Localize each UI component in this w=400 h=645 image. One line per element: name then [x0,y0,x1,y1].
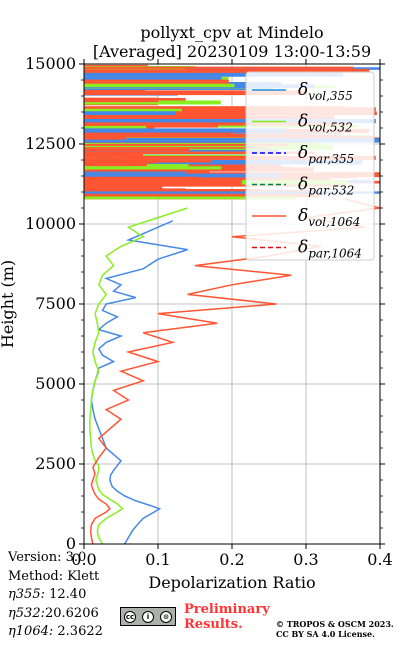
cc-icon: cc [124,610,136,623]
y-tick-label: 0 [66,534,76,553]
y-tick-label: 5000 [35,374,76,393]
x-tick-label: 0.4 [367,550,392,569]
y-tick-label: 7500 [35,294,76,313]
legend-label-0: δvol,355 [298,80,353,103]
y-tick-label: 15000 [25,54,76,73]
chart-title-line1: pollyxt_cpv at Mindelo [140,23,323,42]
preliminary-line1: Preliminary [184,602,270,617]
chart-title-line2: [Averaged] 20230109 13:00-13:59 [93,42,371,61]
eta-532: η532:20.6206 [8,605,103,624]
legend-label-5: δpar,1064 [298,238,362,261]
eta-1064-value: 2.3622 [57,624,103,639]
sa-icon: ⊙ [160,610,172,623]
eta-355-label: η355: [8,587,45,602]
eta-1064: η1064: 2.3622 [8,623,103,642]
series-line-vol_1064 [89,197,380,544]
eta-1064-label: η1064: [8,624,54,639]
legend-label-1: δvol,532 [298,112,353,135]
eta-355: η355: 12.40 [8,586,103,605]
preliminary-notice: Preliminary Results. [184,602,270,632]
legend-label-4: δvol,1064 [298,206,360,229]
eta-532-value: 20.6206 [44,605,99,621]
x-tick-label: 0.2 [219,550,244,569]
y-tick-label: 10000 [25,214,76,233]
copyright-notice: © TROPOS & OSCM 2023. CC BY SA 4.0 Licen… [276,619,394,639]
x-tick-label: 0.1 [145,550,170,569]
copyright-line2: CC BY SA 4.0 License. [276,629,375,639]
x-axis-label: Depolarization Ratio [148,573,315,592]
y-axis-label: Height (m) [0,260,17,348]
y-tick-label: 12500 [25,134,76,153]
retrieval-info: Version: 3.0 Method: Klett η355: 12.40 η… [8,549,103,642]
legend-label-3: δpar,532 [298,175,354,198]
y-tick-label: 2500 [35,454,76,473]
legend-box [245,71,375,261]
x-tick-label: 0.3 [293,550,318,569]
version-text: Version: 3.0 [8,550,87,565]
eta-532-label: η532: [8,605,45,621]
cc-license-badge: cc i ⊙ [120,607,176,626]
plot-area: 0.0 0.1 0.2 0.3 0.4 0 2500 5000 7500 10000 12500 15… [25,54,393,569]
method-text: Method: Klett [8,568,100,584]
copyright-line1: © TROPOS & OSCM 2023. [276,619,394,629]
preliminary-line2: Results. [184,617,243,632]
eta-355-value: 12.40 [49,587,87,602]
series-line-vol_532 [89,207,188,544]
x-tick-label: 0.0 [71,550,96,569]
legend-label-2: δpar,355 [298,143,354,166]
by-icon: i [142,610,154,623]
